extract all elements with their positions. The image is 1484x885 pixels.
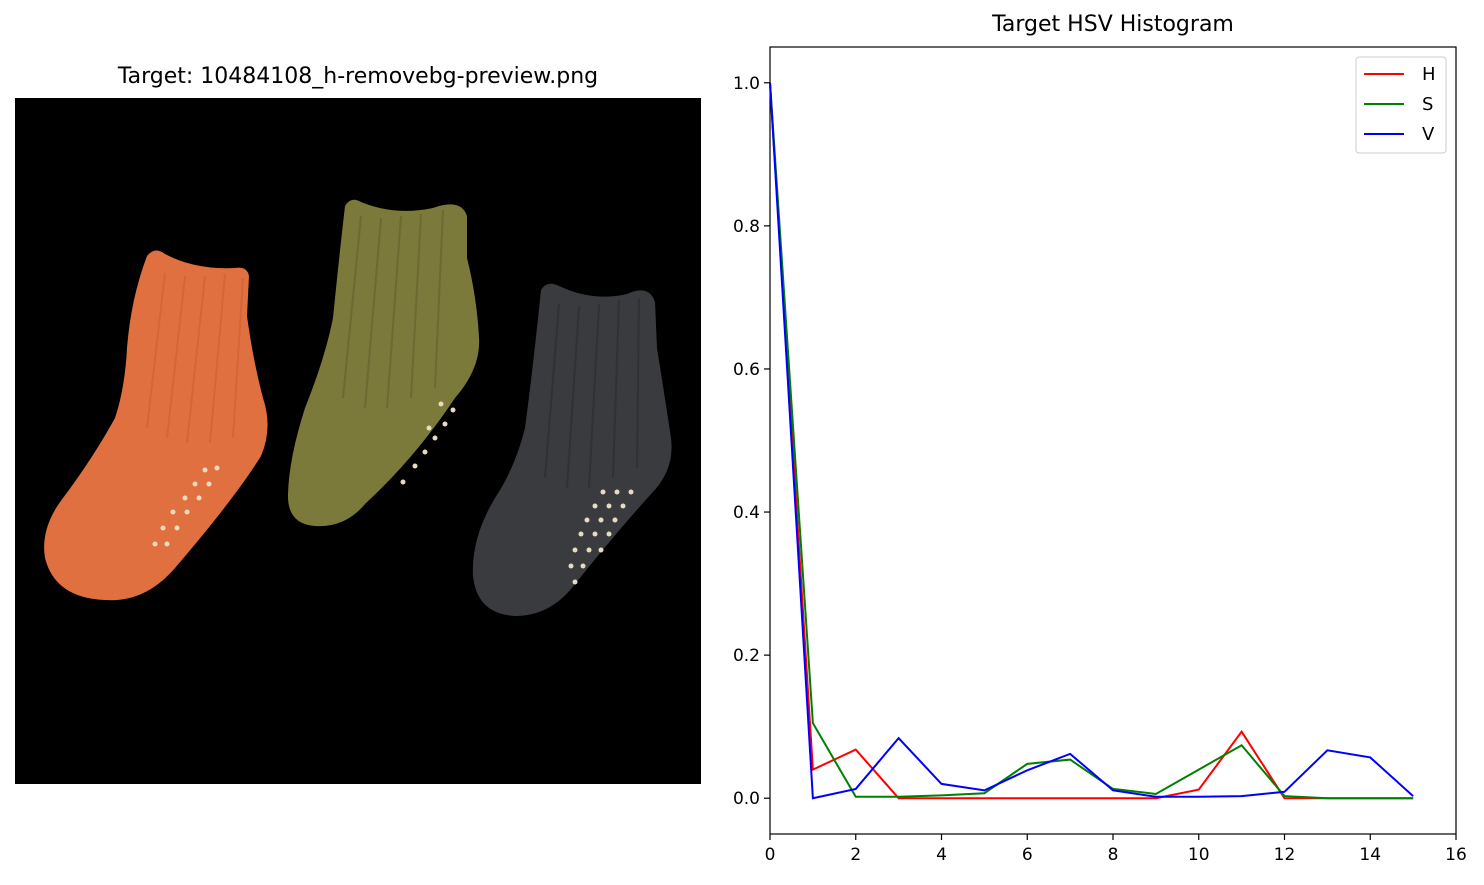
y-tick-label: 0.6: [733, 360, 760, 380]
target-image: [15, 98, 701, 784]
x-tick-label: 12: [1274, 845, 1296, 865]
y-tick-label: 0.8: [733, 217, 760, 237]
x-tick-label: 0: [765, 845, 776, 865]
series-layer: [769, 82, 1414, 800]
x-tick-label: 8: [1108, 845, 1119, 865]
x-tick-label: 16: [1445, 845, 1467, 865]
series-line-v: [769, 82, 1414, 800]
y-axis: 0.0 0.2 0.4 0.6 0.8 1.0: [733, 74, 770, 809]
plot-area-frame: [769, 46, 1457, 835]
charcoal-sock: [472, 283, 672, 616]
y-tick-label: 0.2: [733, 646, 760, 666]
olive-sock: [287, 199, 480, 527]
legend: HSV: [1355, 56, 1447, 154]
x-tick-label: 6: [1022, 845, 1033, 865]
legend-label-s: S: [1422, 94, 1433, 115]
legend-label-v: V: [1422, 124, 1435, 145]
series-line-h: [769, 82, 1414, 800]
y-tick-label: 0.4: [733, 503, 760, 523]
x-tick-label: 4: [936, 845, 947, 865]
x-tick-label: 2: [850, 845, 861, 865]
x-axis: 0 2 4 6 8 10 12 14 16: [765, 834, 1467, 865]
y-tick-label: 0.0: [733, 789, 760, 809]
image-panel-title: Target: 10484108_h-removebg-preview.png: [117, 64, 599, 89]
x-tick-label: 10: [1188, 845, 1210, 865]
chart-title: Target HSV Histogram: [992, 12, 1234, 37]
x-tick-label: 14: [1359, 845, 1381, 865]
series-line-s: [769, 82, 1414, 800]
orange-sock: [44, 250, 268, 601]
y-tick-label: 1.0: [733, 74, 760, 94]
socks-image: [44, 199, 672, 616]
legend-label-h: H: [1422, 64, 1436, 85]
